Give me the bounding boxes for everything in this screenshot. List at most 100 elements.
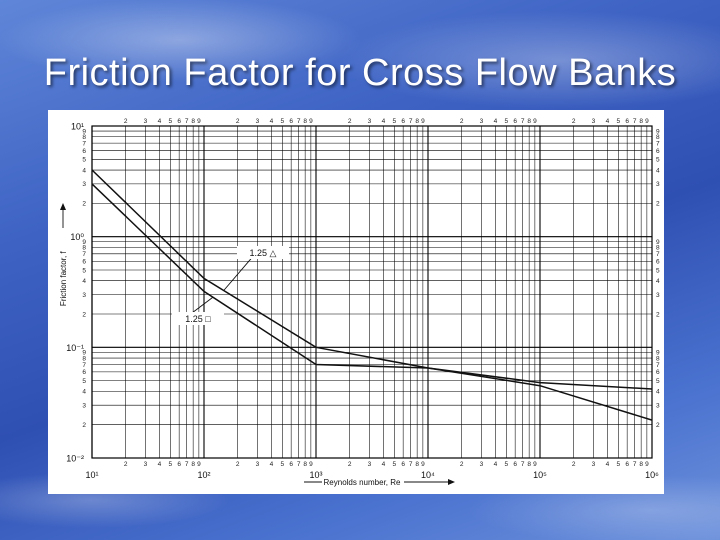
x-minor-tick-label-top: 6 [401,118,405,125]
plot-frame [91,125,653,459]
y-minor-tick-label-right: 5 [656,378,660,385]
x-minor-tick-label-top: 7 [297,118,301,125]
axis-titles: Reynolds number, Re Friction factor, f [59,203,455,487]
y-minor-tick-label-left: 6 [82,369,86,376]
x-minor-tick-label-bottom: 9 [645,461,649,468]
y-minor-tick-label-left: 3 [82,181,86,188]
x-tick-label: 10³ [309,470,322,480]
x-minor-tick-label-top: 9 [197,118,201,125]
x-minor-tick-label-bottom: 6 [401,461,405,468]
x-minor-tick-label-top: 2 [460,118,464,125]
x-minor-tick-label-top: 5 [392,118,396,125]
x-minor-tick-label-bottom: 8 [303,461,307,468]
x-minor-tick-label-top: 6 [625,118,629,125]
y-minor-tick-label-right: 5 [656,157,660,164]
x-minor-tick-label-top: 6 [177,118,181,125]
y-minor-tick-label-right: 6 [656,369,660,376]
y-minor-tick-label-right: 5 [656,267,660,274]
y-minor-tick-label-right: 4 [656,389,660,396]
x-minor-tick-label-bottom: 2 [572,461,576,468]
x-minor-tick-label-top: 2 [348,118,352,125]
x-minor-tick-label-top: 7 [409,118,413,125]
y-minor-tick-label-right: 9 [656,239,660,246]
x-minor-tick-label-bottom: 9 [197,461,201,468]
y-minor-tick-label-right: 8 [656,134,660,141]
y-axis-arrowhead [60,203,66,210]
x-minor-tick-label-top: 4 [494,118,498,125]
y-minor-tick-label-right: 3 [656,292,660,299]
x-minor-tick-label-bottom: 4 [158,461,162,468]
series-lines [91,169,653,421]
y-minor-tick-label-right: 8 [656,245,660,252]
y-minor-tick-label-left: 4 [82,278,86,285]
x-minor-tick-label-bottom: 5 [504,461,508,468]
x-minor-tick-label-top: 9 [309,118,313,125]
x-minor-tick-label-bottom: 6 [289,461,293,468]
y-minor-tick-label-left: 2 [82,422,86,429]
x-minor-tick-label-top: 8 [191,118,195,125]
y-minor-tick-label-right: 7 [656,251,660,258]
y-minor-tick-label-left: 6 [82,259,86,266]
x-minor-tick-label-bottom: 2 [124,461,128,468]
y-minor-tick-label-left: 4 [82,167,86,174]
x-minor-tick-label-bottom: 3 [368,461,372,468]
y-tick-label: 10¹ [71,122,84,132]
y-minor-tick-label-right: 9 [656,128,660,135]
y-minor-tick-label-left: 6 [82,148,86,155]
series-line-1 [91,169,653,390]
y-minor-tick-label-left: 3 [82,402,86,409]
x-minor-tick-label-bottom: 7 [297,461,301,468]
y-minor-tick-label-left: 8 [82,134,86,141]
x-minor-tick-label-top: 8 [415,118,419,125]
y-tick-label: 10⁻¹ [66,343,84,353]
x-minor-tick-label-bottom: 5 [616,461,620,468]
y-minor-tick-label-left: 9 [82,239,86,246]
annotation-bg-2 [172,312,224,325]
y-minor-tick-label-left: 5 [82,378,86,385]
slide-title: Friction Factor for Cross Flow Banks [43,52,677,94]
x-minor-tick-label-bottom: 6 [625,461,629,468]
y-minor-tick-label-left: 2 [82,311,86,318]
y-minor-tick-label-right: 7 [656,362,660,369]
y-minor-tick-label-left: 7 [82,251,86,258]
x-minor-tick-label-top: 4 [270,118,274,125]
y-minor-tick-label-right: 3 [656,181,660,188]
x-minor-tick-label-bottom: 4 [270,461,274,468]
y-minor-tick-label-left: 8 [82,355,86,362]
x-minor-tick-label-top: 5 [168,118,172,125]
y-minor-tick-label-left: 3 [82,292,86,299]
x-minor-tick-label-top: 4 [382,118,386,125]
x-minor-tick-label-bottom: 7 [185,461,189,468]
x-tick-label: 10² [197,470,210,480]
x-minor-tick-label-bottom: 7 [409,461,413,468]
x-minor-tick-label-bottom: 9 [533,461,537,468]
x-minor-tick-label-top: 4 [606,118,610,125]
y-minor-tick-label-left: 5 [82,157,86,164]
x-minor-tick-label-top: 8 [303,118,307,125]
chart-grid [91,126,652,459]
x-minor-tick-label-top: 5 [504,118,508,125]
y-minor-tick-label-right: 2 [656,311,660,318]
y-minor-tick-label-left: 9 [82,128,86,135]
y-minor-tick-label-right: 4 [656,167,660,174]
y-minor-tick-label-left: 4 [82,389,86,396]
x-minor-tick-label-top: 7 [633,118,637,125]
y-axis-title: Friction factor, f [59,251,68,306]
x-minor-tick-label-top: 8 [527,118,531,125]
y-minor-tick-label-right: 7 [656,140,660,147]
x-minor-tick-label-bottom: 3 [144,461,148,468]
friction-factor-chart: 2233445566778899223344556677889922334455… [59,118,660,487]
x-minor-tick-label-top: 6 [513,118,517,125]
x-minor-tick-label-bottom: 8 [191,461,195,468]
x-minor-tick-label-bottom: 4 [382,461,386,468]
y-minor-tick-label-right: 2 [656,201,660,208]
x-minor-tick-label-bottom: 9 [309,461,313,468]
x-minor-tick-label-bottom: 3 [480,461,484,468]
y-minor-tick-label-left: 5 [82,267,86,274]
x-minor-tick-label-bottom: 3 [256,461,260,468]
x-minor-tick-label-bottom: 7 [521,461,525,468]
annotation-bg-1 [237,246,289,259]
x-minor-tick-label-top: 2 [236,118,240,125]
x-minor-tick-label-top: 9 [533,118,537,125]
